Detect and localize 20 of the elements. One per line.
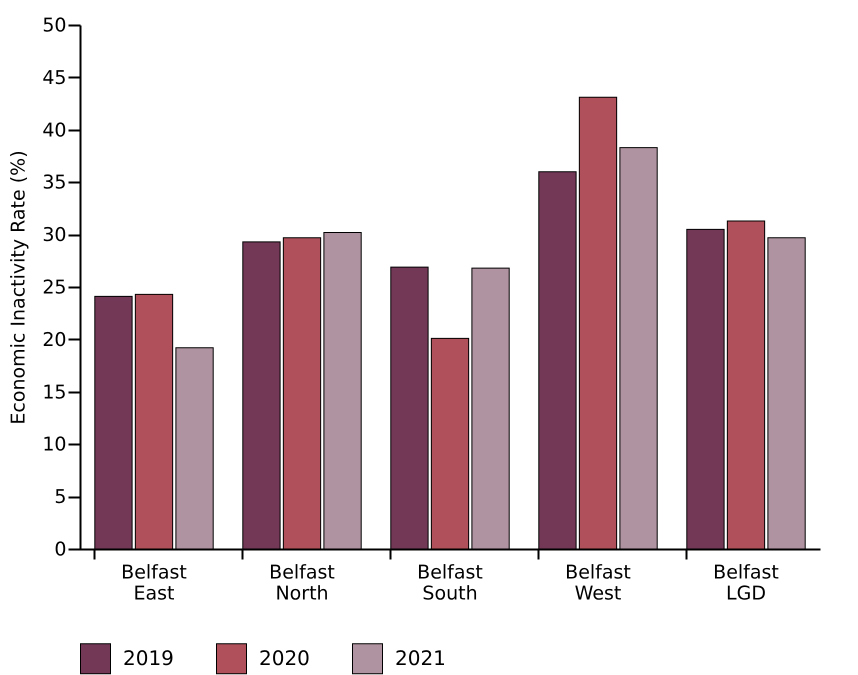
x-tick-label: Belfast East <box>121 562 187 604</box>
y-tick-label: 40 <box>42 119 66 142</box>
y-axis-title: Economic Inactivity Rate (%) <box>7 150 30 425</box>
y-tick-label: 10 <box>42 434 66 456</box>
legend-label: 2019 <box>123 646 174 670</box>
y-tick-label: 20 <box>42 328 66 351</box>
y-tick-label: 30 <box>42 224 66 246</box>
y-tick-label: 25 <box>42 276 66 298</box>
y-tick-label: 35 <box>42 172 66 194</box>
x-tick-label: Belfast North <box>269 562 335 604</box>
legend-label: 2020 <box>259 646 310 670</box>
legend-label: 2021 <box>395 646 446 670</box>
x-tick-label: Belfast South <box>417 562 483 604</box>
y-tick-label: 0 <box>54 538 66 560</box>
x-tick-label: Belfast LGD <box>713 562 779 604</box>
y-tick-label: 50 <box>42 14 66 36</box>
y-tick-label: 15 <box>42 381 66 404</box>
x-tick-label: Belfast West <box>565 562 631 604</box>
y-tick-label: 5 <box>54 486 66 508</box>
y-tick-label: 45 <box>42 66 66 89</box>
